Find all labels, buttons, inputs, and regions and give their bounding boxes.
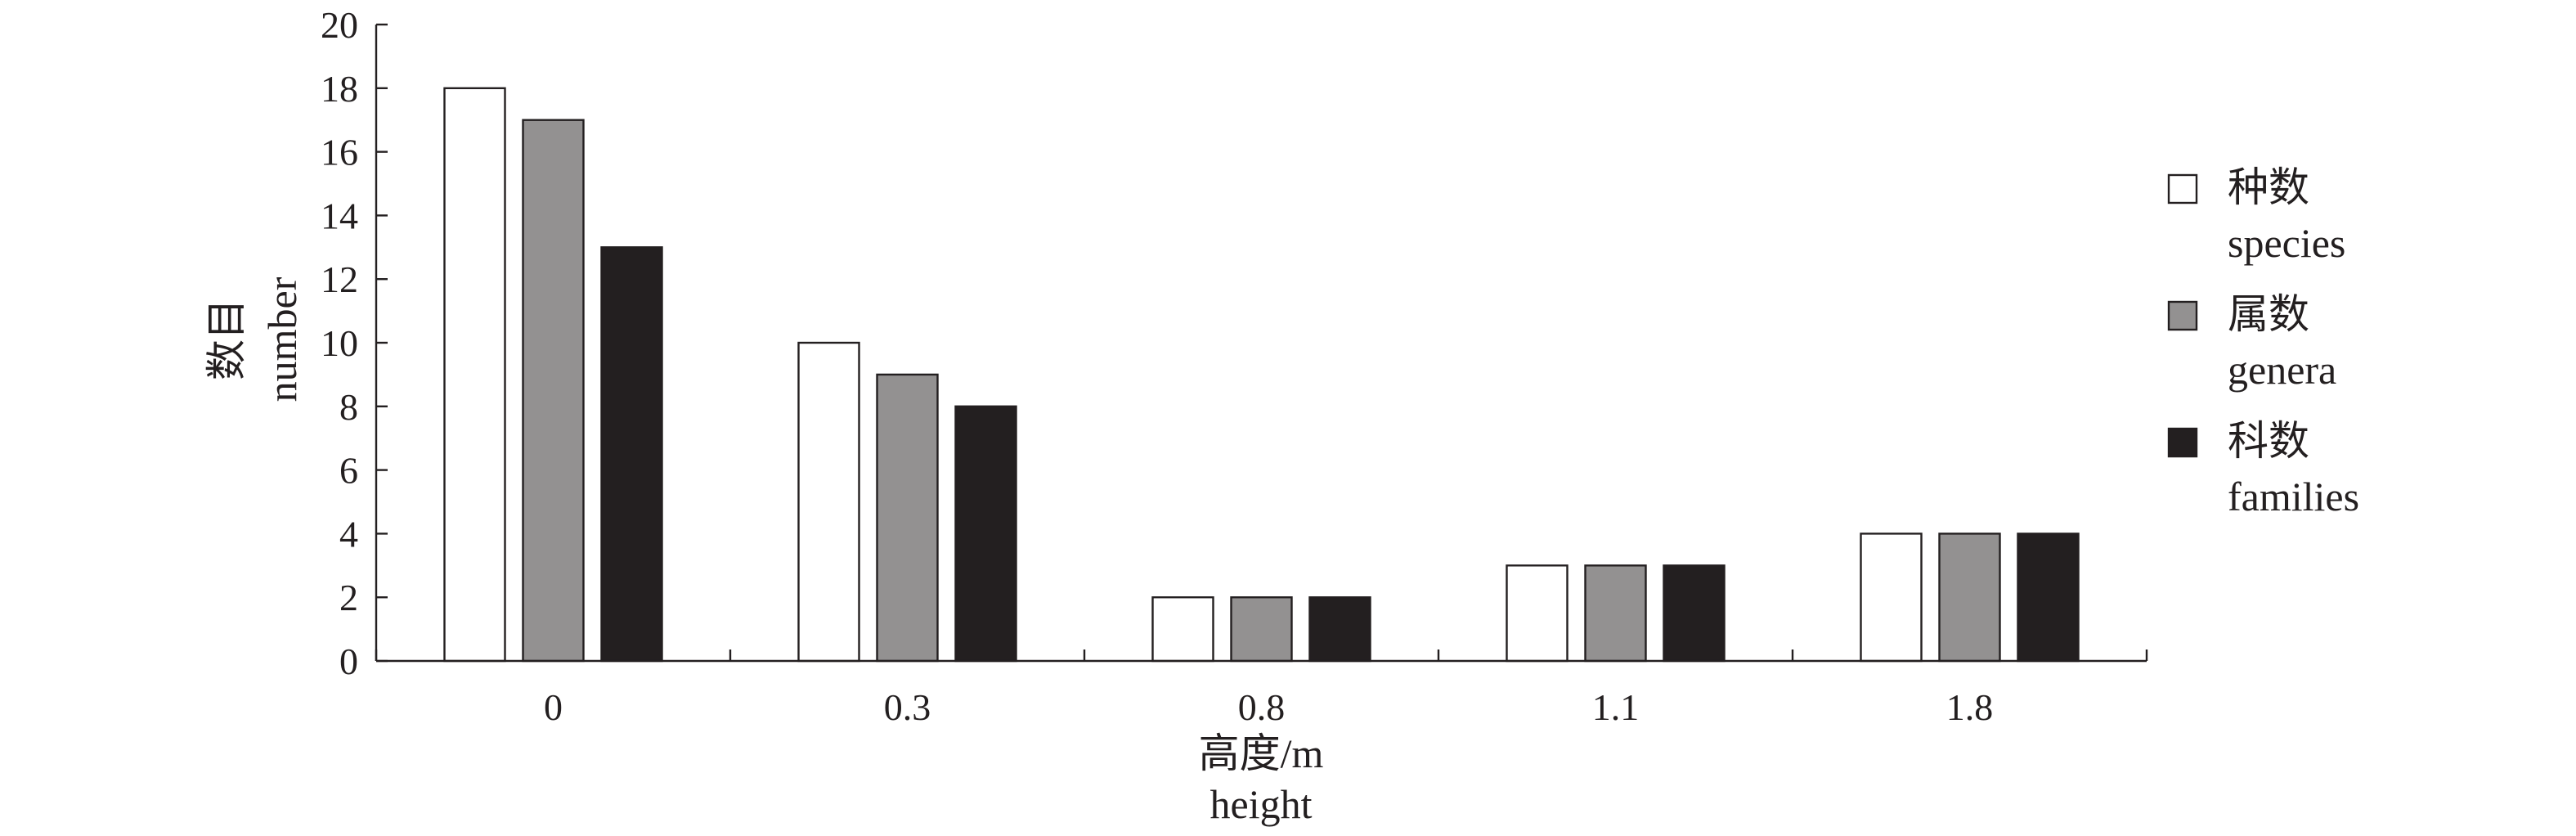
y-tick-label: 10 <box>321 322 358 364</box>
legend-label-zh: 科数 <box>2228 418 2309 464</box>
x-axis-title-en: height <box>1210 781 1313 827</box>
y-tick-label: 14 <box>321 195 358 236</box>
bar-families-1.8 <box>2017 533 2080 663</box>
y-tick-label: 4 <box>339 513 358 555</box>
x-tick-label: 0.8 <box>1238 686 1286 728</box>
y-axis-title-group: 数目 number <box>204 276 305 402</box>
y-tick-label: 20 <box>321 4 358 46</box>
y-axis-title: 数目 <box>204 299 249 380</box>
y-axis-title-en: number <box>259 276 305 402</box>
bar-families-0.3 <box>954 405 1017 663</box>
x-tick-label: 1.8 <box>1946 686 1994 728</box>
bar-genera-0.8 <box>1230 596 1293 663</box>
legend-label-en: families <box>2228 474 2359 519</box>
legend-swatch-families <box>2167 427 2198 458</box>
bar-genera-1.8 <box>1938 533 2001 663</box>
y-tick-label: 6 <box>339 450 358 492</box>
x-tick-label: 1.1 <box>1592 686 1640 728</box>
legend-label-en: genera <box>2228 347 2336 393</box>
bar-species-0.3 <box>797 341 860 663</box>
legend-label-zh: 属数 <box>2228 291 2309 337</box>
y-tick-label: 8 <box>339 386 358 428</box>
y-tick-label: 0 <box>339 640 358 682</box>
legend-swatch-genera <box>2167 300 2198 331</box>
bar-genera-0.3 <box>876 373 939 663</box>
y-ticks-group: 0 2 4 6 8 10 12 14 16 18 20 <box>321 4 388 682</box>
bar-genera-1.1 <box>1584 564 1647 663</box>
legend-swatch-species <box>2167 173 2198 205</box>
x-axis-title: 高度/m <box>1199 730 1324 776</box>
bar-genera-0 <box>522 119 585 663</box>
bar-families-0.8 <box>1308 596 1371 663</box>
bar-species-1.8 <box>1860 533 1923 663</box>
y-tick-label: 16 <box>321 132 358 173</box>
bar-species-0 <box>443 87 506 663</box>
legend-label-zh: 种数 <box>2228 164 2309 210</box>
bar-families-1.1 <box>1663 564 1726 663</box>
y-tick-label: 12 <box>321 258 358 300</box>
x-ticks-group: 0 0.3 0.8 1.1 1.8 <box>375 649 2148 728</box>
legend-label-en: species <box>2228 220 2345 266</box>
bar-species-1.1 <box>1506 564 1568 663</box>
bar-families-0 <box>600 246 663 663</box>
y-tick-label: 18 <box>321 68 358 110</box>
bar-species-0.8 <box>1151 596 1214 663</box>
bars-group <box>443 87 2080 663</box>
x-tick-label: 0.3 <box>884 686 931 728</box>
legend: 种数 species 属数 genera 科数 families <box>2167 164 2359 519</box>
y-tick-label: 2 <box>339 577 358 618</box>
x-tick-label: 0 <box>544 686 563 728</box>
